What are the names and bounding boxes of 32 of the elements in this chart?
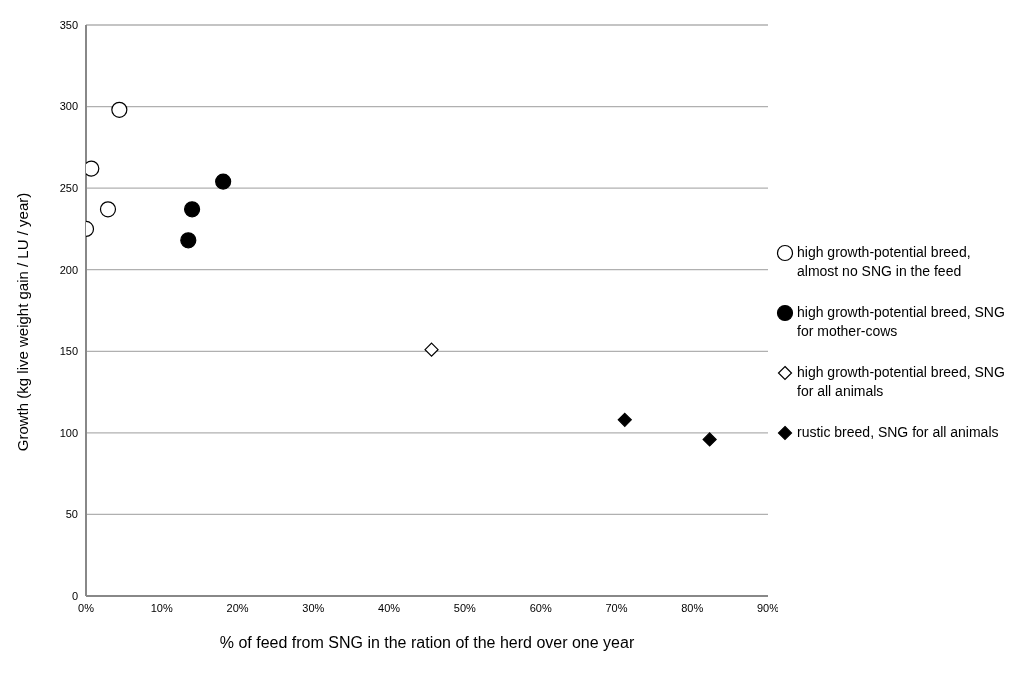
point — [86, 160, 100, 177]
x-tick-label: 10% — [150, 601, 173, 614]
x-tick-label: 70% — [605, 601, 628, 614]
legend-label: high growth-potential breed, almost no SNG in the feed — [797, 243, 972, 281]
x-tick-label: 60% — [529, 601, 552, 614]
legend-label: high growth-potential breed, SNG for all animals — [797, 363, 1006, 401]
x-tick-label: 90% — [756, 601, 780, 614]
point — [180, 232, 197, 249]
point — [183, 201, 201, 218]
x-tick-label: 50% — [453, 601, 477, 614]
y-tick-label: 200 — [59, 263, 78, 276]
y-tick-label: 350 — [59, 18, 78, 31]
x-tick-label: 0% — [78, 601, 95, 614]
point — [215, 173, 232, 190]
y-tick-label: 150 — [59, 345, 78, 358]
y-tick-label: 100 — [59, 426, 78, 439]
legend-label: high growth-potential breed, SNG for mother-cows — [797, 303, 1006, 341]
y-tick-label: 250 — [59, 182, 78, 195]
y-tick-label: 50 — [65, 508, 78, 521]
x-tick-label: 80% — [681, 601, 704, 614]
y-axis-title: Growth (kg live weight gain / LU / year) — [13, 192, 31, 452]
x-tick-label: 30% — [302, 601, 325, 614]
x-tick-label: 40% — [378, 601, 401, 614]
legend-label: rustic breed, SNG for all animals — [797, 423, 999, 442]
point — [702, 432, 717, 447]
y-tick-label: 300 — [59, 100, 78, 113]
point — [617, 412, 632, 427]
x-axis-title: % of feed from SNG in the ration of the herd over one year — [219, 634, 635, 651]
point — [424, 342, 439, 357]
x-tick-label: 20% — [226, 601, 249, 614]
point — [111, 101, 128, 118]
y-tick-label: 0 — [71, 589, 78, 602]
